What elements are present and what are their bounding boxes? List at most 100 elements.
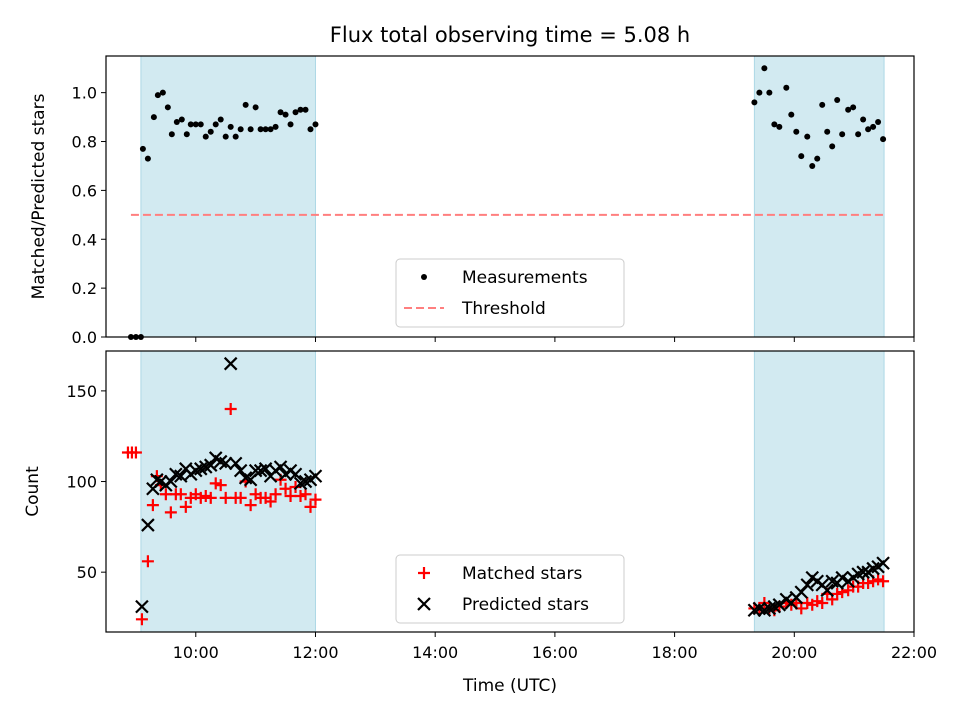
predicted-point [218, 456, 233, 471]
observing-window [753, 350, 885, 633]
measurement-point [776, 123, 783, 130]
predicted-point [876, 556, 890, 570]
observing-window [140, 55, 316, 338]
measurement-point [809, 162, 816, 169]
matched-point [174, 488, 187, 501]
measurement-point [875, 118, 882, 125]
measurement-point [287, 121, 294, 128]
measurement-point [202, 133, 209, 140]
measurement-point [312, 121, 319, 128]
matched-point [164, 506, 177, 519]
predicted-point [856, 565, 870, 579]
measurement-point [756, 89, 763, 96]
matched-point [299, 488, 312, 501]
measurement-point [168, 131, 175, 138]
measurement-point [262, 126, 269, 133]
legend-label: Measurements [462, 268, 588, 288]
predicted-point [135, 599, 149, 614]
measurement-point [292, 109, 299, 116]
measurement-point [804, 133, 811, 140]
measurement-point [217, 116, 224, 123]
measurement-point [227, 123, 234, 130]
matched-point [264, 495, 277, 508]
measurement-point [297, 106, 304, 113]
y-axis-label: Count [23, 466, 43, 517]
observing-window [753, 55, 885, 338]
matched-point [224, 403, 237, 416]
chart-title: Flux total observing time = 5.08 h [330, 23, 690, 47]
x-tick-label: 16:00 [532, 643, 578, 662]
measurement-point [751, 99, 758, 106]
measurement-point [139, 145, 146, 152]
matched-point [204, 491, 217, 504]
measurement-point [282, 111, 289, 118]
measurement-point [247, 126, 254, 133]
measurement-point [187, 121, 194, 128]
y-tick-label: 0.8 [72, 133, 97, 152]
measurement-point [144, 155, 151, 162]
matched-point [309, 493, 322, 506]
measurement-point [829, 143, 836, 150]
x-tick-label: 18:00 [652, 643, 698, 662]
legend: Matched stars Predicted stars [395, 554, 625, 624]
measurement-point [222, 133, 229, 140]
measurement-point [819, 101, 826, 108]
matched-point [244, 499, 257, 512]
predicted-point [273, 460, 288, 474]
y-tick-label: 150 [66, 382, 97, 401]
matched-point [129, 446, 142, 459]
x-tick-label: 10:00 [173, 643, 219, 662]
matched-point [877, 575, 890, 588]
measurement-point [788, 111, 795, 118]
y-tick-label: 0.6 [72, 181, 97, 200]
x-tick-label: 20:00 [771, 643, 817, 662]
measurement-point [845, 106, 852, 113]
matched-point [279, 482, 292, 495]
measurement-point [798, 153, 805, 160]
predicted-point [835, 570, 849, 585]
ratio-panel: 0.0 0.2 0.4 0.6 0.8 1.0 Matched/Predicted star… [29, 55, 915, 347]
observing-window [140, 350, 316, 633]
y-axis-label: Matched/Predicted stars [29, 93, 49, 299]
count-panel: 50 100 150 10:00 12:00 14:00 16:00 18:00 20:00 22… [23, 350, 937, 662]
predicted-point [820, 583, 834, 598]
predicted-point [164, 474, 178, 489]
legend-label: Predicted stars [462, 595, 589, 615]
measurement-point [267, 126, 274, 133]
measurement-point [814, 155, 821, 162]
predicted-point [150, 472, 164, 487]
measurement-point [164, 104, 171, 111]
y-tick-label: 50 [77, 563, 97, 582]
measurement-point [159, 89, 166, 96]
measurement-point [793, 128, 800, 135]
x-tick-label: 22:00 [891, 643, 937, 662]
measurement-point [212, 121, 219, 128]
x-axis-label: Time (UTC) [462, 676, 557, 696]
y-tick-label: 0.2 [72, 279, 97, 298]
legend-label: Matched stars [462, 564, 582, 584]
measurement-point [766, 89, 773, 96]
measurement-point [277, 109, 284, 116]
predicted-point [288, 467, 303, 482]
measurement-point [302, 106, 309, 113]
matched-point [135, 613, 148, 626]
legend-predicted-marker [417, 597, 431, 611]
measurement-point [870, 123, 877, 130]
measurement-point [150, 114, 157, 121]
measurement-point [880, 136, 887, 143]
measurement-point [232, 133, 239, 140]
legend-matched-marker [418, 567, 430, 579]
measurement-point [242, 101, 249, 108]
measurement-point [252, 104, 259, 111]
y-tick-label: 0.4 [72, 230, 97, 249]
legend-label: Threshold [461, 299, 546, 319]
measurement-point [850, 104, 857, 111]
measurement-point [173, 118, 180, 125]
plot-frame [105, 350, 915, 633]
measurement-point [207, 128, 214, 135]
matched-point [234, 491, 247, 504]
matched-point [146, 499, 159, 512]
measurement-point [824, 128, 831, 135]
measurement-point [783, 84, 790, 91]
